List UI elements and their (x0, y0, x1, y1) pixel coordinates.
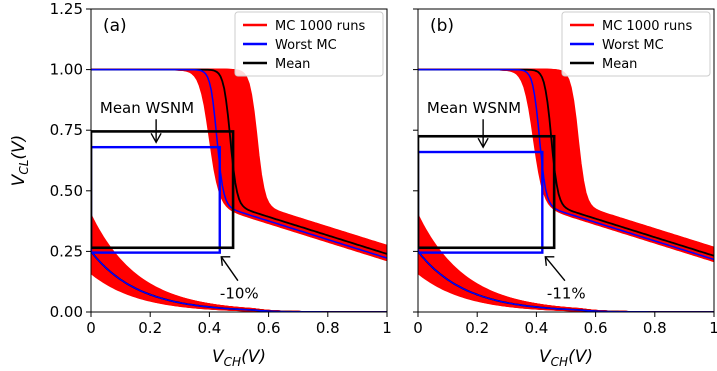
plot-area (418, 68, 714, 312)
y-tick-label: 0.25 (50, 242, 83, 260)
mean-snm-box (91, 130, 235, 250)
x-tick-label: 0.8 (316, 319, 340, 337)
axes-frame (417, 8, 715, 313)
mean-snm-box (418, 134, 556, 250)
worst-mc-snm-box (418, 150, 544, 254)
panel-label: (b) (430, 16, 454, 36)
annotation-arrow (220, 256, 239, 282)
x-tick-label: 1 (382, 319, 392, 337)
worst-mc-snm-box (91, 145, 221, 254)
worst-mc-curve-low (418, 250, 714, 312)
legend-label: MC 1000 runs (602, 19, 692, 34)
y-tick-label: 1.00 (50, 61, 83, 79)
legend-label: Mean (602, 57, 637, 72)
x-tick-label: 0.4 (197, 319, 221, 337)
x-tick-label: 0.4 (524, 319, 548, 337)
x-tick-label: 0.2 (138, 319, 162, 337)
annotation-mean-wsnm: Mean WSNM (427, 99, 521, 117)
x-tick-label: 0.6 (257, 319, 281, 337)
y-axis-label: VCL(V) (9, 135, 31, 187)
panel-a: 0 0.2 0.4 0.6 0.8 1 0.00 0.25 0.50 0.75 1.00 1.25 VC… (9, 0, 392, 369)
y-tick-label: 0.50 (50, 182, 83, 200)
legend: MC 1000 runs Worst MC Mean (234, 11, 384, 77)
x-axis-label: VCH(V) (212, 347, 266, 369)
arrow-head (477, 137, 489, 149)
worst-mc-curve-high (418, 68, 714, 261)
panel-b: 0 0.2 0.4 0.6 0.8 1 VCH(V) (b) MC 1000 runs Worst… (413, 8, 717, 369)
annotation-arrow (544, 256, 566, 282)
y-tick-label: 1.25 (50, 0, 83, 18)
y-tick-label: 0.75 (50, 121, 83, 139)
legend-label: MC 1000 runs (275, 19, 365, 34)
legend-label: Worst MC (602, 38, 664, 53)
x-tick-label: 0 (413, 319, 423, 337)
legend: MC 1000 runs Worst MC Mean (561, 11, 711, 77)
mc-run-low (91, 214, 387, 312)
annotation-percent: -11% (547, 285, 586, 303)
legend-box (234, 11, 384, 77)
arrow-head (544, 256, 555, 266)
panel-label: (a) (103, 16, 127, 36)
legend-label: Mean (275, 57, 310, 72)
legend-box (561, 11, 711, 77)
plot-area (91, 68, 387, 312)
x-tick-label: 0.2 (465, 319, 489, 337)
annotation-mean-wsnm: Mean WSNM (100, 99, 194, 117)
x-tick-label: 1 (709, 319, 717, 337)
y-tick-label: 0.00 (50, 303, 83, 321)
x-axis-label: VCH(V) (539, 347, 593, 369)
arrow-head (220, 256, 231, 266)
worst-mc-curve-high (91, 68, 387, 259)
mc-run-low (418, 214, 714, 312)
worst-mc-curve-low (91, 250, 387, 312)
annotation-percent: -10% (220, 285, 259, 303)
x-tick-label: 0 (86, 319, 96, 337)
arrow-head (150, 132, 162, 144)
x-tick-label: 0.8 (643, 319, 667, 337)
axes-frame (90, 8, 388, 313)
x-tick-label: 0.6 (584, 319, 608, 337)
legend-label: Worst MC (275, 38, 337, 53)
